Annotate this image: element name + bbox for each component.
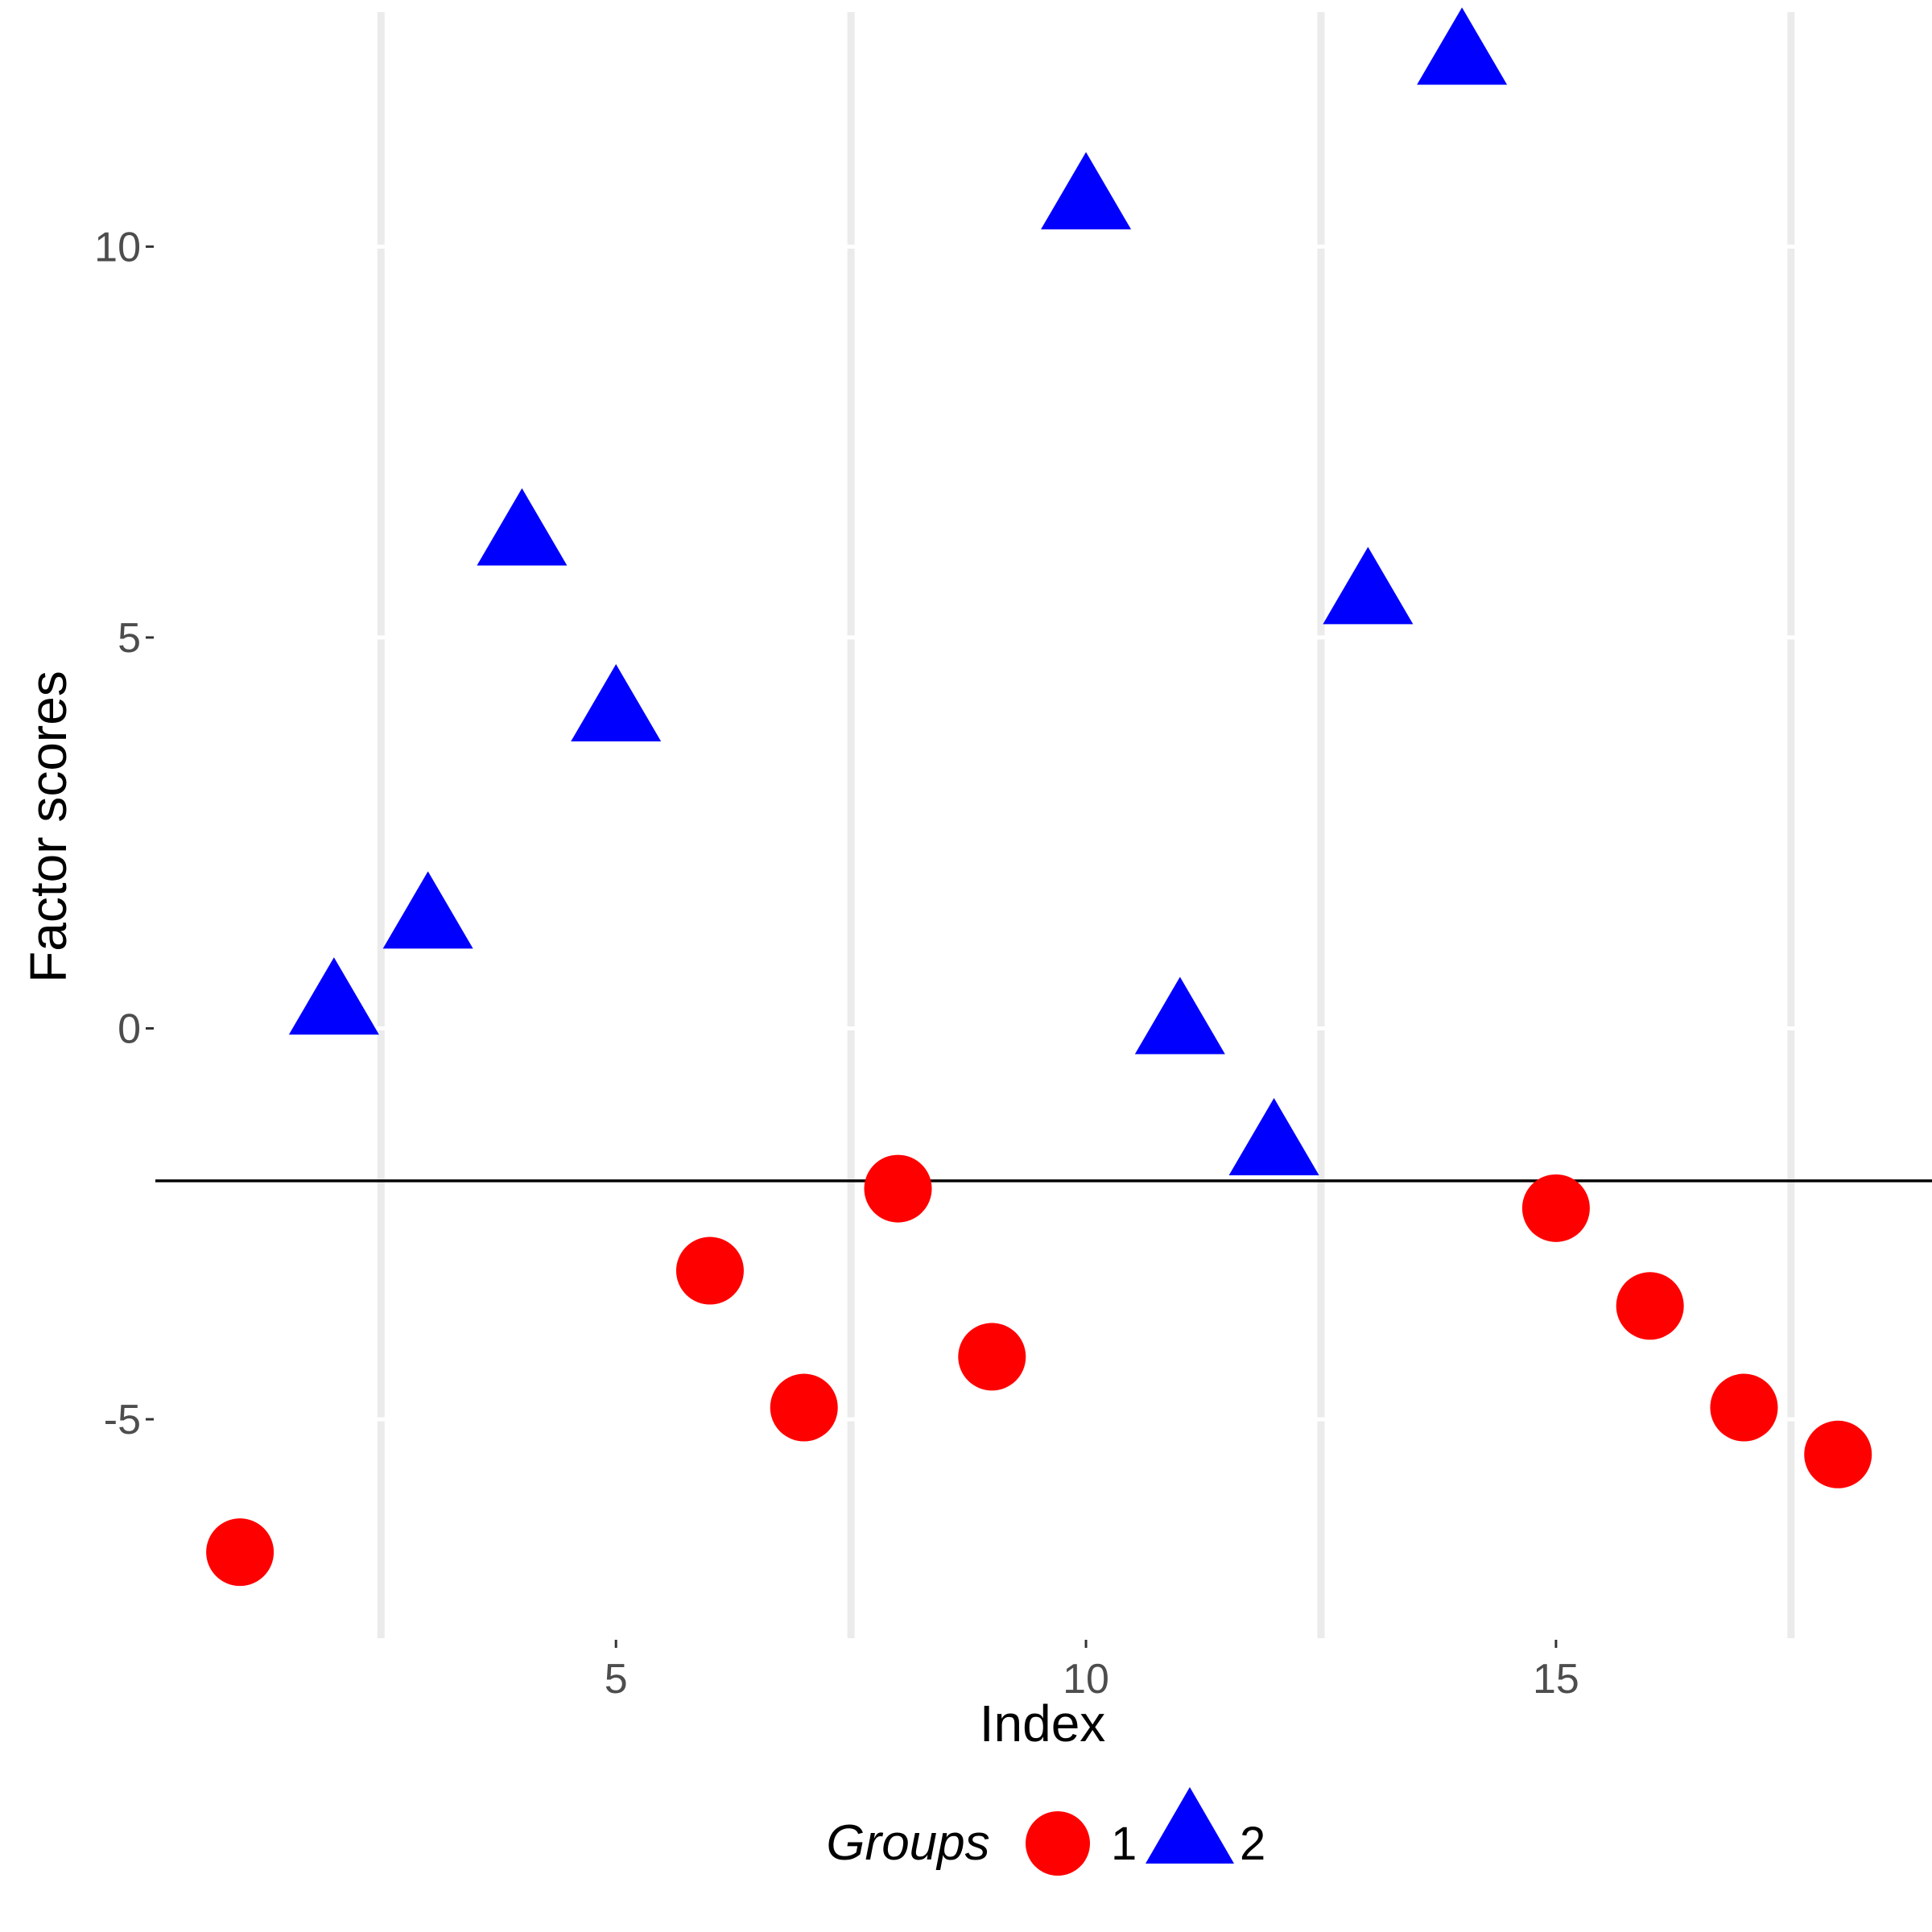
point-group-1 <box>1616 1272 1684 1340</box>
point-group-1 <box>206 1518 275 1587</box>
point-group-2 <box>571 664 662 742</box>
point-group-1 <box>864 1154 932 1223</box>
x-tick-label: 5 <box>605 1656 628 1703</box>
legend: Groups 1 2 <box>826 1787 1265 1876</box>
point-group-1 <box>1804 1420 1872 1488</box>
point-group-2 <box>1323 547 1414 625</box>
point-group-2 <box>1134 976 1225 1055</box>
point-group-2 <box>288 957 379 1035</box>
data-points <box>206 7 1872 1587</box>
point-group-2 <box>382 871 473 949</box>
x-tick-label: 15 <box>1533 1656 1579 1703</box>
y-tick-label: -5 <box>104 1397 141 1443</box>
x-axis-title: Index <box>980 1695 1106 1752</box>
legend-label-1: 1 <box>1111 1818 1137 1870</box>
point-group-2 <box>1228 1098 1319 1176</box>
point-group-1 <box>770 1373 838 1442</box>
point-group-2 <box>1417 7 1508 85</box>
point-group-1 <box>1521 1174 1590 1242</box>
axes: -5 0 5 10 5 10 15 <box>94 224 1579 1703</box>
point-group-2 <box>1041 151 1132 229</box>
y-axis-title: Factor scores <box>19 671 77 983</box>
y-tick-label: 0 <box>118 1006 141 1053</box>
grid <box>155 12 1932 1638</box>
x-tick-label: 10 <box>1063 1656 1109 1703</box>
legend-label-2: 2 <box>1240 1818 1265 1870</box>
legend-key-triangle <box>1146 1787 1234 1864</box>
point-group-1 <box>958 1323 1026 1391</box>
y-tick-label: 10 <box>94 224 141 270</box>
legend-key-circle <box>1026 1811 1090 1876</box>
point-group-2 <box>477 488 568 566</box>
legend-title: Groups <box>826 1815 989 1871</box>
point-group-1 <box>1710 1373 1778 1442</box>
point-group-1 <box>675 1236 744 1305</box>
y-tick-label: 5 <box>118 615 141 662</box>
